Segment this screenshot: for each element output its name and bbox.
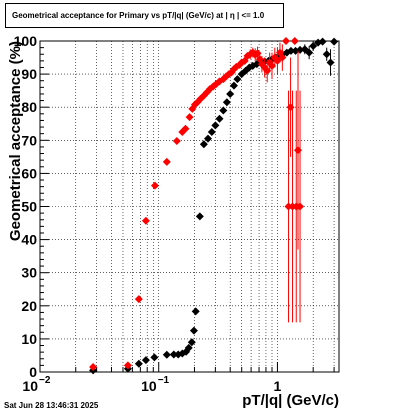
data-point bbox=[290, 37, 299, 45]
data-point bbox=[134, 359, 143, 368]
data-series bbox=[89, 37, 339, 375]
data-point bbox=[207, 128, 216, 137]
data-point bbox=[150, 353, 159, 362]
data-point bbox=[141, 356, 150, 365]
y-tick-label: 20 bbox=[21, 298, 37, 314]
data-point bbox=[184, 343, 193, 352]
x-tick-label: 1 bbox=[274, 378, 282, 394]
data-point bbox=[141, 216, 150, 225]
data-point bbox=[273, 56, 282, 65]
data-point bbox=[222, 98, 231, 107]
y-axis-title: Geometrical acceptance (%) bbox=[7, 41, 24, 241]
data-point bbox=[134, 295, 143, 304]
x-tick-label-base: 10 bbox=[22, 378, 38, 394]
data-point bbox=[189, 326, 198, 335]
y-tick-label: 80 bbox=[21, 99, 37, 115]
data-point bbox=[229, 81, 238, 90]
data-point bbox=[278, 53, 287, 62]
data-point bbox=[123, 361, 132, 370]
y-tick-label: 10 bbox=[21, 331, 37, 347]
data-point bbox=[326, 58, 335, 67]
data-point bbox=[268, 61, 277, 70]
x-tick-label: 10 −2 bbox=[22, 375, 50, 394]
y-tick-labels: 0 10 20 30 40 50 60 70 80 90 100 bbox=[14, 33, 38, 380]
x-axis-title: pT/|q| (GeV/c) bbox=[242, 392, 339, 409]
x-tick-label-base: 1 bbox=[274, 378, 282, 394]
data-point bbox=[286, 103, 295, 112]
x-tick-label-exponent: −1 bbox=[158, 375, 170, 386]
data-point bbox=[203, 134, 212, 143]
y-tick-label: 70 bbox=[21, 132, 37, 148]
x-tick-label-exponent: −2 bbox=[39, 375, 51, 386]
y-tick-label: 90 bbox=[21, 66, 37, 82]
chart-title-box: Geometrical acceptance for Primary vs pT… bbox=[5, 3, 284, 28]
data-point bbox=[318, 37, 327, 46]
data-point bbox=[330, 37, 339, 46]
data-point bbox=[199, 140, 208, 149]
data-point bbox=[187, 338, 196, 347]
data-point bbox=[169, 350, 178, 359]
y-tick-label: 40 bbox=[21, 232, 37, 248]
data-point bbox=[181, 124, 190, 133]
data-point bbox=[281, 37, 290, 45]
plot-frame bbox=[39, 40, 340, 373]
data-point bbox=[226, 89, 235, 98]
data-point bbox=[296, 202, 305, 211]
data-point bbox=[309, 41, 318, 50]
data-point bbox=[191, 307, 200, 316]
y-tick-label: 100 bbox=[14, 33, 38, 49]
data-point bbox=[89, 363, 98, 372]
x-tick-label-base: 10 bbox=[141, 378, 157, 394]
data-point bbox=[215, 114, 224, 123]
data-point bbox=[150, 181, 159, 190]
data-point bbox=[162, 350, 171, 359]
data-point bbox=[219, 106, 228, 115]
y-tick-label: 50 bbox=[21, 199, 37, 215]
y-tick-label: 0 bbox=[29, 364, 37, 380]
series-red bbox=[89, 37, 305, 372]
data-point bbox=[162, 157, 171, 166]
x-tick-label: 10 −1 bbox=[141, 375, 169, 394]
data-point bbox=[211, 121, 220, 130]
data-point bbox=[294, 146, 303, 155]
chart-title: Geometrical acceptance for Primary vs pT… bbox=[12, 11, 265, 20]
data-point bbox=[322, 50, 331, 59]
x-tick-labels: 10 −2 10 −1 1 bbox=[22, 375, 281, 394]
timestamp: Sat Jun 28 13:46:31 2025 bbox=[4, 401, 99, 410]
data-point bbox=[185, 113, 194, 122]
y-tick-label: 30 bbox=[21, 265, 37, 281]
data-point bbox=[305, 48, 314, 57]
data-point bbox=[233, 75, 242, 84]
data-point bbox=[195, 212, 204, 221]
data-point bbox=[286, 46, 295, 55]
y-tick-label: 60 bbox=[21, 165, 37, 181]
data-point bbox=[172, 136, 181, 145]
